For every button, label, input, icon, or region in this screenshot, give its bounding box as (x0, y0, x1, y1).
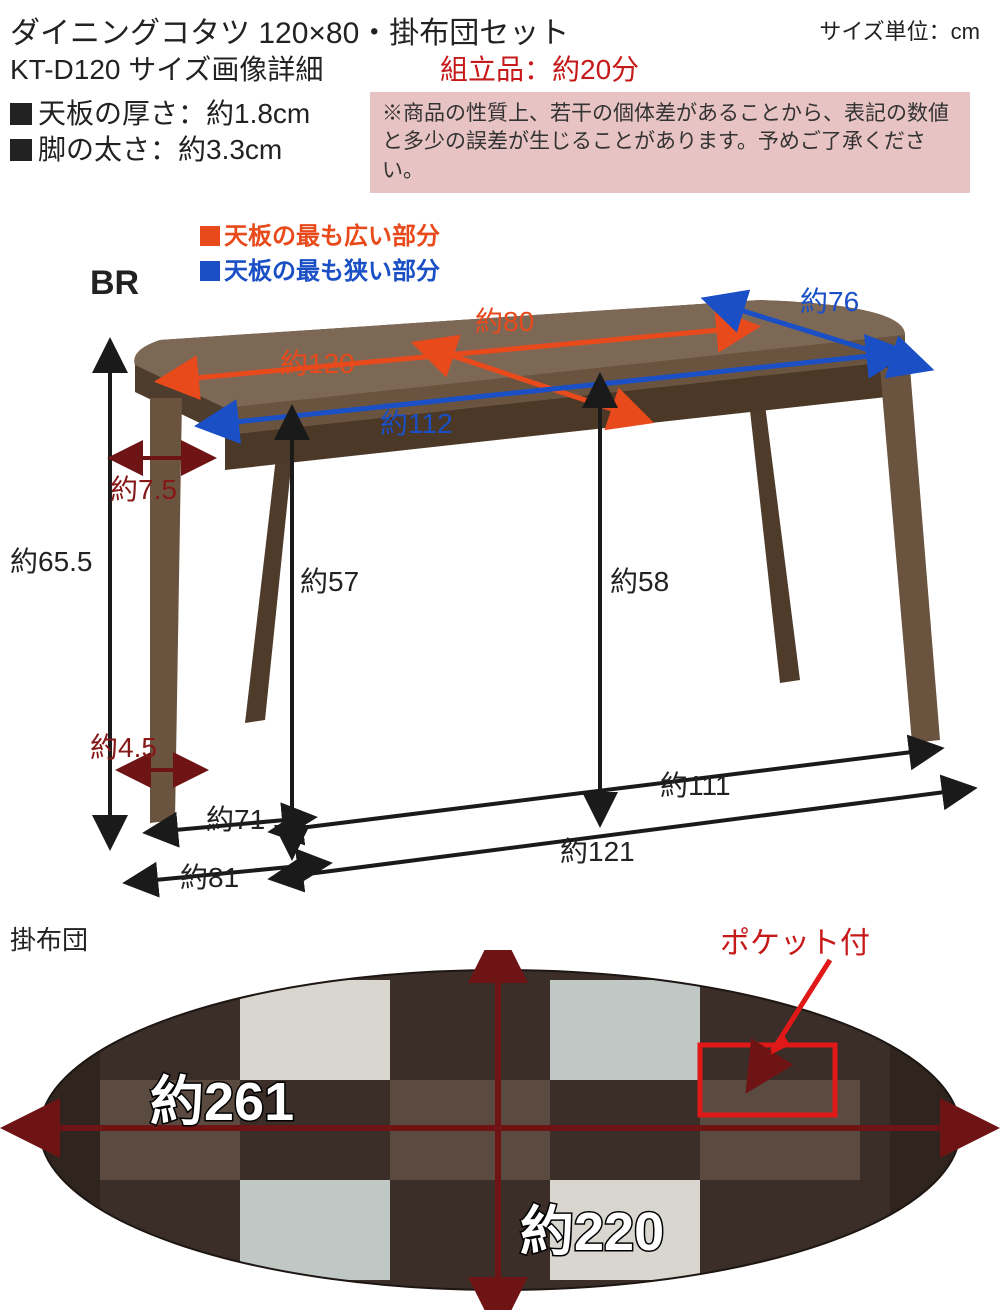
futon-diagram: 約261 約220 (0, 950, 1000, 1310)
square-orange-icon (200, 226, 220, 246)
legend: 天板の最も広い部分 天板の最も狭い部分 (200, 216, 440, 286)
bullet-icon (10, 139, 32, 161)
futon-depth: 約220 (520, 1202, 664, 1262)
dim-7-5: 約7.5 (110, 468, 177, 508)
futon-width: 約261 (150, 1072, 294, 1132)
dim-58: 約58 (610, 560, 669, 600)
bullet-icon (10, 103, 32, 125)
dim-81: 約81 (180, 856, 239, 896)
spec-leg-text: 脚の太さ：約3.3cm (38, 134, 282, 165)
assembly-time: 組立品：約20分 (440, 48, 639, 88)
dim-111: 約111 (660, 764, 731, 804)
table-diagram (0, 280, 1000, 960)
size-unit: サイズ単位：cm (819, 14, 980, 46)
spec-thickness-text: 天板の厚さ：約1.8cm (38, 98, 310, 129)
dim-71: 約71 (206, 798, 265, 838)
page-subtitle: KT-D120 サイズ画像詳細 (10, 48, 323, 88)
dim-121: 約121 (560, 830, 635, 870)
spec-thickness: 天板の厚さ：約1.8cm (10, 92, 310, 132)
dim-80: 約80 (475, 300, 534, 340)
dim-4-5: 約4.5 (90, 726, 157, 766)
notice-box: ※商品の性質上、若干の個体差があることから、表記の数値と多少の誤差が生じることが… (370, 92, 970, 193)
dim-112: 約112 (380, 402, 453, 442)
dim-120: 約120 (280, 342, 355, 382)
spec-leg: 脚の太さ：約3.3cm (10, 128, 282, 168)
dim-76: 約76 (800, 280, 859, 320)
dim-65-5: 約65.5 (10, 540, 93, 580)
dim-57: 約57 (300, 560, 359, 600)
page-title: ダイニングコタツ 120×80・掛布団セット (10, 8, 569, 52)
legend-wide: 天板の最も広い部分 (224, 223, 440, 250)
square-blue-icon (200, 261, 220, 281)
